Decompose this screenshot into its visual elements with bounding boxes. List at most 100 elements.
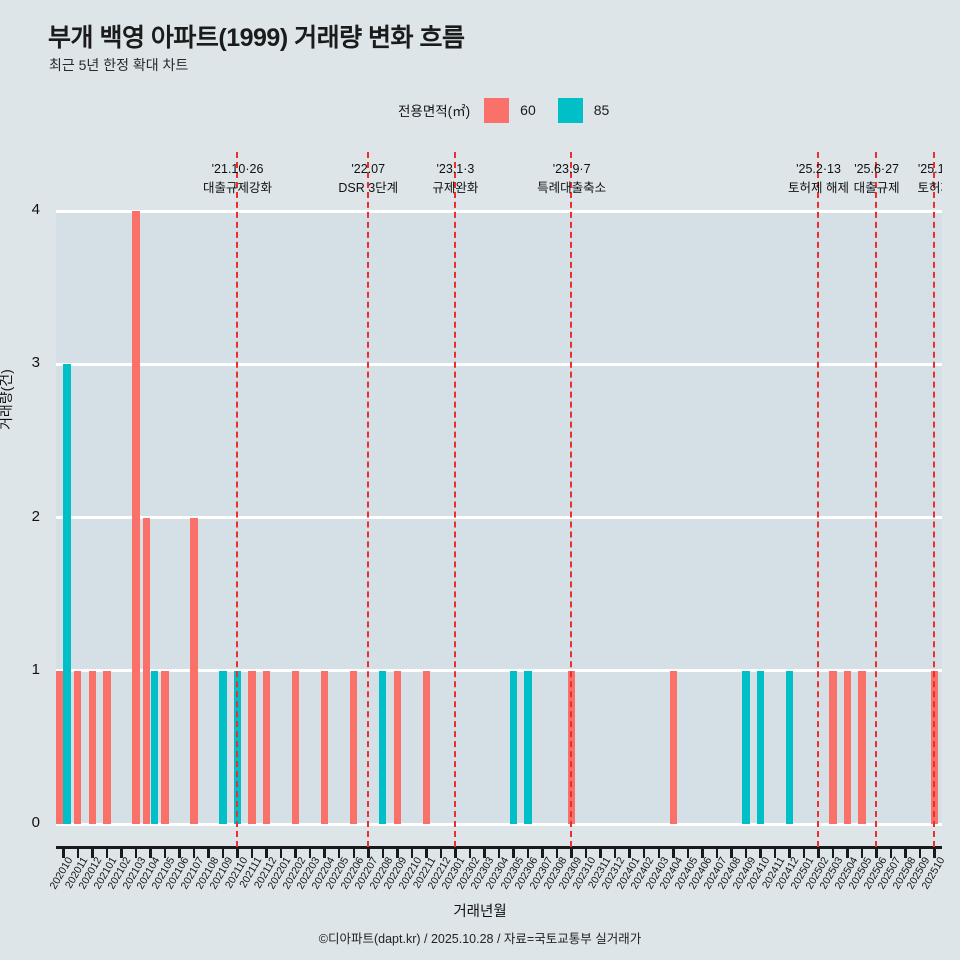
event-label: '25.2·13 토허제 해제 — [749, 160, 889, 198]
x-axis-tick — [860, 847, 864, 858]
x-axis-tick — [207, 847, 210, 858]
y-axis-tick-label: 4 — [31, 201, 40, 218]
legend-swatch-60 — [484, 97, 510, 123]
legend-swatch-85 — [557, 97, 583, 123]
x-axis-tick — [802, 847, 806, 858]
x-axis-tick — [628, 847, 631, 858]
x-axis-tick — [686, 847, 690, 858]
x-axis-tick — [163, 847, 167, 858]
bar — [756, 670, 765, 824]
x-axis-tick — [425, 847, 428, 858]
y-axis-title: 거래량(건) — [0, 369, 14, 430]
x-axis-tick — [599, 847, 602, 858]
x-axis-tick — [352, 847, 355, 858]
x-axis-tick — [584, 847, 588, 858]
bar — [190, 517, 198, 824]
x-axis-tick — [613, 847, 617, 858]
event-date: '22.07 — [351, 162, 386, 176]
bar — [248, 670, 256, 824]
event-label: '23.9·7 특례대출축소 — [502, 160, 642, 198]
x-axis-tick — [265, 847, 268, 858]
x-axis-tick — [396, 847, 399, 858]
event-line — [875, 152, 878, 847]
bar — [509, 670, 518, 824]
x-axis-tick — [410, 847, 414, 858]
gridline — [56, 516, 942, 519]
bar — [379, 670, 387, 824]
event-name: 토허제 해제 — [788, 180, 850, 195]
y-axis-tick-label: 1 — [31, 660, 40, 678]
legend-label-60: 60 — [520, 102, 536, 118]
event-line — [236, 152, 239, 847]
bar — [150, 670, 158, 824]
bar — [843, 670, 852, 824]
y-axis-tick-label: 2 — [31, 507, 40, 525]
x-axis-tick — [541, 847, 544, 858]
x-axis-tick — [715, 847, 719, 858]
x-axis-tick — [759, 847, 762, 858]
x-axis-tick — [62, 847, 65, 858]
x-axis-tick — [788, 847, 791, 858]
x-axis-tick — [381, 847, 385, 858]
bar — [132, 211, 140, 824]
bar — [785, 670, 794, 824]
bar — [321, 670, 329, 824]
event-date: '25.6·27 — [854, 162, 900, 176]
event-date: '23.1·3 — [436, 162, 475, 176]
x-axis-tick — [642, 847, 646, 858]
x-axis-tick — [817, 847, 820, 858]
legend-title: 전용면적(㎡) — [398, 104, 471, 119]
x-axis-tick — [483, 847, 486, 858]
x-axis-tick — [178, 847, 181, 858]
x-axis-tick — [773, 847, 777, 858]
x-axis-tick — [236, 847, 239, 858]
event-name: 특례대출축소 — [537, 180, 607, 195]
bar — [291, 670, 300, 824]
bar — [262, 670, 271, 824]
x-axis-tick — [367, 847, 370, 858]
event-name: 대출규제 — [853, 180, 900, 195]
plot-area — [55, 209, 942, 826]
x-axis-tick — [744, 847, 748, 858]
event-line — [817, 152, 820, 847]
event-line — [570, 152, 573, 847]
x-axis-tick — [904, 847, 907, 858]
footer-credit: ©디아파트(dapt.kr) / 2025.10.28 / 자료=국토교통부 실… — [318, 932, 642, 946]
x-axis-tick — [192, 847, 196, 858]
bar — [55, 670, 64, 824]
x-axis-tick — [323, 847, 326, 858]
bar — [393, 670, 402, 824]
gridline — [56, 362, 942, 366]
bar — [103, 670, 111, 824]
x-axis-tick — [933, 847, 936, 858]
x-axis-tick — [889, 847, 893, 858]
x-axis-tick — [657, 847, 661, 858]
x-axis-tick — [76, 847, 80, 858]
x-axis-tick — [439, 847, 443, 858]
event-label: '21.10·26 대출규제강화 — [168, 160, 308, 198]
event-line — [933, 152, 936, 847]
x-axis-tick — [555, 847, 559, 858]
x-axis-tick — [250, 847, 254, 858]
x-axis-tick — [308, 847, 312, 858]
gridline — [56, 209, 942, 213]
x-axis-tick — [512, 847, 515, 858]
bar — [422, 670, 431, 824]
x-axis-title: 거래년월 — [453, 904, 507, 920]
y-axis-tick-label: 0 — [31, 814, 40, 831]
gridline — [56, 822, 942, 826]
event-date: '23.9·7 — [552, 162, 591, 176]
page-subtitle: 최근 5년 한정 확대 차트 — [49, 57, 189, 73]
bar — [219, 670, 227, 824]
x-axis-tick — [846, 847, 849, 858]
bar — [524, 670, 532, 824]
page-title: 부개 백영 아파트(1999) 거래량 변화 흐름 — [48, 24, 465, 52]
legend: 전용면적(㎡) 60 85 — [398, 96, 609, 124]
x-axis-tick — [134, 847, 138, 858]
x-axis-tick — [497, 847, 501, 858]
bar — [742, 670, 750, 824]
event-label: '23.1·3 규제완화 — [385, 160, 525, 198]
event-line — [366, 152, 369, 847]
x-axis-tick — [701, 847, 704, 858]
